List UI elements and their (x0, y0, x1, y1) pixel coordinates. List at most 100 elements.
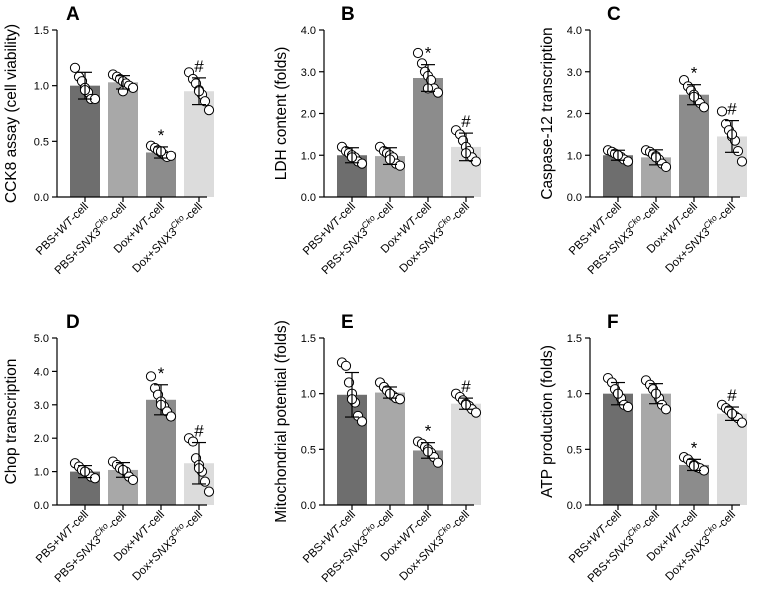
error-bar (459, 132, 473, 162)
y-tick-label: 0.5 (34, 136, 49, 148)
panel-a: *#0.00.51.01.5PBS+WT-cellPBS+SNX3Cko-cel… (3, 4, 215, 277)
y-tick-label: 1.5 (34, 25, 49, 37)
significance-asterisk: * (425, 422, 432, 441)
bar-2 (108, 82, 138, 197)
y-tick-label: 4.0 (34, 366, 49, 378)
y-axis-label: Caspase-12 transcription (539, 27, 556, 199)
y-tick-label: 1.0 (34, 81, 49, 93)
y-tick-label: 2.0 (567, 109, 582, 121)
error-bar (345, 371, 359, 418)
data-point (165, 150, 177, 161)
data-point (660, 404, 672, 415)
significance-asterisk: * (158, 126, 165, 145)
data-point (203, 486, 215, 497)
significance-asterisk: * (691, 438, 698, 457)
y-tick-label: 1.0 (301, 389, 316, 401)
error-bar (649, 149, 663, 166)
data-point (356, 416, 368, 427)
data-point (432, 457, 444, 468)
error-bar (383, 147, 397, 166)
panel-letter: D (66, 312, 80, 333)
error-bar (459, 397, 473, 410)
y-tick-label: 1.5 (301, 333, 316, 345)
panel-f: *#0.00.51.01.5PBS+WT-cellPBS+SNX3Cko-cel… (539, 312, 748, 585)
data-point (165, 411, 177, 422)
error-bar (383, 386, 397, 399)
data-point (203, 105, 215, 116)
data-point (736, 156, 748, 167)
data-point (432, 87, 444, 98)
y-tick-label: 2.0 (301, 109, 316, 121)
significance-hash: # (461, 112, 471, 131)
data-point (732, 145, 744, 157)
data-point (698, 102, 710, 113)
panel-letter: F (607, 312, 619, 333)
panel-d: *#0.01.02.03.04.05.0PBS+WT-cellPBS+SNX3C… (3, 312, 215, 585)
data-point (736, 417, 748, 428)
error-bar (116, 461, 130, 478)
panel-letter: C (607, 4, 621, 25)
bar-4 (717, 413, 747, 505)
data-point (69, 62, 81, 73)
y-tick-label: 0.0 (301, 500, 316, 512)
error-bar (725, 406, 739, 421)
y-tick-label: 4.0 (567, 25, 582, 37)
data-point (622, 401, 634, 413)
error-bar (78, 464, 92, 479)
significance-hash: # (194, 57, 204, 76)
data-point (145, 371, 157, 382)
data-point (127, 474, 139, 486)
error-bar (687, 84, 701, 106)
error-bar (725, 119, 739, 153)
significance-asterisk: * (158, 364, 165, 383)
y-tick-label: 3.0 (567, 67, 582, 79)
panel-b: *#0.01.02.03.04.0PBS+WT-cellPBS+SNX3Cko-… (273, 4, 482, 277)
y-axis-label: CCK8 assay (cell viability) (3, 24, 20, 203)
significance-hash: # (727, 386, 737, 405)
y-tick-label: 1.0 (34, 467, 49, 479)
data-point (622, 156, 634, 167)
error-bar (78, 71, 92, 100)
data-point (470, 156, 482, 167)
y-tick-label: 5.0 (34, 333, 49, 345)
bar-4 (451, 403, 481, 505)
error-bar (649, 383, 663, 405)
data-point (340, 360, 352, 371)
data-point (412, 47, 424, 59)
error-bar (687, 458, 701, 472)
error-bar (154, 146, 168, 159)
data-point (343, 377, 355, 388)
y-tick-label: 0.5 (301, 444, 316, 456)
y-tick-label: 0.0 (34, 500, 49, 512)
panel-c: *#0.01.02.03.04.0PBS+WT-cellPBS+SNX3Cko-… (539, 4, 748, 277)
y-axis-label: LDH content (folds) (273, 47, 290, 181)
error-bar (611, 149, 625, 161)
data-point (356, 158, 368, 169)
y-tick-label: 1.0 (567, 150, 582, 162)
data-point (394, 160, 406, 171)
bar-3 (413, 78, 443, 197)
y-tick-label: 0.5 (567, 444, 582, 456)
data-point (394, 394, 406, 405)
y-axis-label: ATP production (folds) (539, 345, 556, 498)
y-tick-label: 3.0 (34, 400, 49, 412)
y-tick-label: 1.0 (301, 150, 316, 162)
y-tick-label: 1.0 (567, 389, 582, 401)
data-point (89, 473, 101, 484)
bar-1 (70, 85, 100, 197)
bar-2 (375, 392, 405, 505)
data-point (127, 82, 139, 93)
data-point (716, 106, 728, 117)
bar-1 (603, 393, 633, 505)
y-tick-label: 0.0 (34, 192, 49, 204)
error-bar (421, 442, 435, 459)
panel-letter: E (341, 312, 354, 333)
significance-hash: # (194, 422, 204, 441)
data-point (187, 436, 199, 447)
error-bar (192, 441, 206, 485)
data-point (470, 407, 482, 418)
significance-hash: # (727, 100, 737, 119)
y-tick-label: 0.0 (567, 500, 582, 512)
panels: *#0.00.51.01.5PBS+WT-cellPBS+SNX3Cko-cel… (3, 4, 748, 585)
y-axis-label: Mitochondrial potential (folds) (273, 320, 290, 522)
